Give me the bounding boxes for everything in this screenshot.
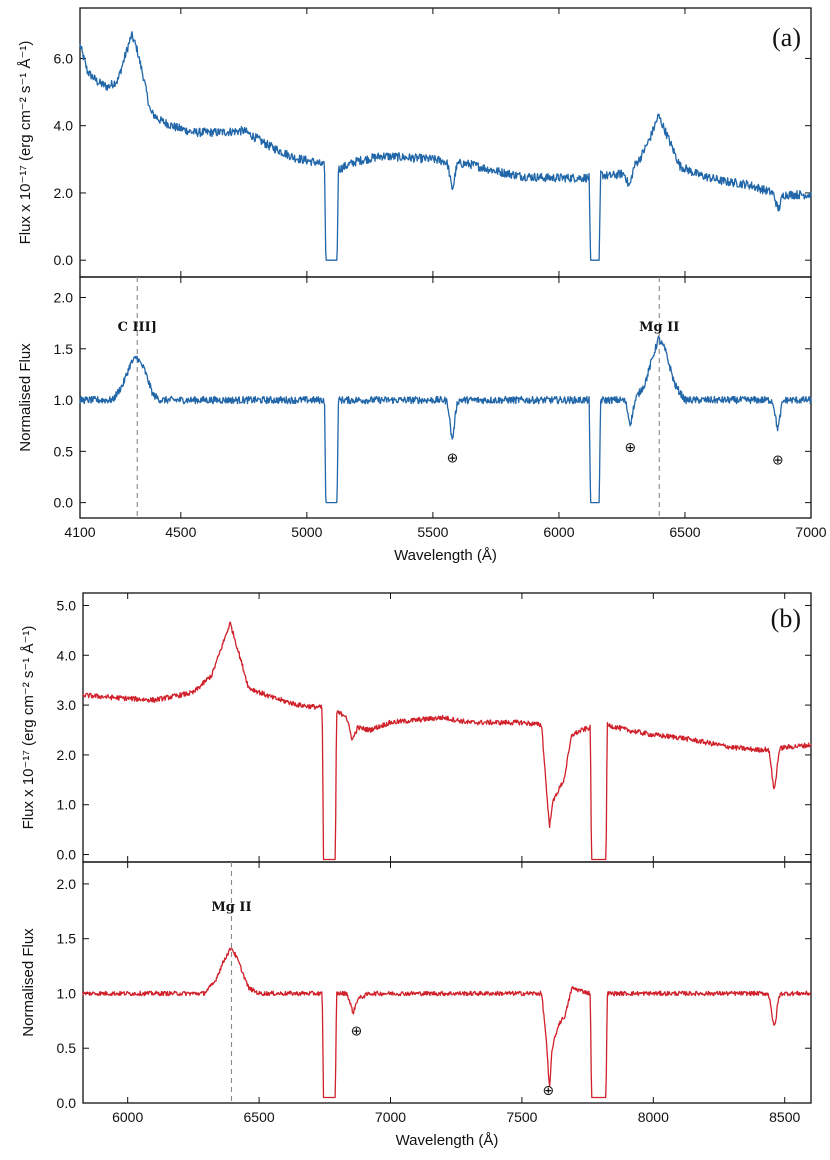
- y-tick-label: 0.0: [54, 252, 74, 268]
- telluric-symbol: ⊕: [542, 1083, 554, 1099]
- y-tick-label: 1.5: [57, 931, 77, 947]
- emission-line-label: C III]: [118, 320, 157, 335]
- x-tick-label: 5000: [291, 524, 322, 540]
- y-axis-label: Flux x 10⁻¹⁷ (erg cm⁻² s⁻¹ Å⁻¹): [20, 626, 37, 830]
- telluric-symbol: ⊕: [772, 453, 784, 469]
- telluric-symbol: ⊕: [350, 1024, 362, 1040]
- subplot-b-normalised: 0.0 0.5 1.0 1.5 2.0 Normalised Flux Mg II ⊕ ⊕: [20, 861, 812, 1111]
- y-tick-label: 0.0: [54, 495, 74, 511]
- x-tick-label: 6000: [112, 1109, 143, 1125]
- emission-line-label: Mg II: [639, 320, 679, 335]
- x-tick-label: 4100: [64, 524, 95, 540]
- panel-b: 0.0 1.0 2.0 3.0 4.0 5.0 Flux x 10⁻¹⁷ (erg cm⁻²…: [20, 592, 812, 1149]
- x-tick-label: 7500: [506, 1109, 537, 1125]
- y-tick-label: 1.5: [54, 341, 74, 357]
- x-tick-label: 8000: [638, 1109, 669, 1125]
- plot-frame: [82, 592, 812, 863]
- x-tick-label: 6000: [543, 524, 574, 540]
- y-tick-label: 2.0: [54, 290, 74, 306]
- y-axis-label: Normalised Flux: [17, 343, 34, 452]
- x-tick-label: 5500: [417, 524, 448, 540]
- x-tick-label: 8500: [769, 1109, 800, 1125]
- y-axis-label: Normalised Flux: [20, 928, 37, 1037]
- y-tick-label: 4.0: [54, 118, 74, 134]
- y-tick-label: 3.0: [57, 697, 77, 713]
- panel-label: (b): [771, 604, 801, 633]
- y-tick-label: 2.0: [54, 185, 74, 201]
- spectrum-line-b-flux: [82, 621, 812, 861]
- emission-line-label: Mg II: [211, 900, 251, 915]
- spectrum-line-b-normalised: [82, 947, 812, 1099]
- y-tick-label: 2.0: [57, 876, 77, 892]
- subplot-a-flux: 0.0 2.0 4.0 6.0 Flux x 10⁻¹⁷ (erg cm⁻² s⁻¹ Å…: [17, 7, 812, 278]
- telluric-symbol: ⊕: [446, 450, 458, 466]
- y-tick-label: 0.5: [54, 443, 74, 459]
- y-tick-label: 0.0: [57, 847, 77, 863]
- x-tick-label: 6500: [669, 524, 700, 540]
- spectrum-line-a-normalised: [79, 335, 812, 504]
- subplot-a-normalised: 0.0 0.5 1.0 1.5 2.0 Normalised Flux C III] Mg I…: [17, 276, 812, 519]
- y-tick-label: 5.0: [57, 597, 77, 613]
- y-tick-label: 1.0: [57, 797, 77, 813]
- plot-frame: [79, 7, 812, 278]
- y-tick-label: 0.5: [57, 1040, 77, 1056]
- panel-a: 0.0 2.0 4.0 6.0 Flux x 10⁻¹⁷ (erg cm⁻² s⁻¹ Å…: [17, 7, 827, 564]
- y-tick-label: 2.0: [57, 747, 77, 763]
- y-tick-label: 6.0: [54, 50, 74, 66]
- x-tick-label: 7000: [375, 1109, 406, 1125]
- plot-frame: [82, 861, 812, 1104]
- panel-label: (a): [772, 23, 801, 52]
- subplot-b-flux: 0.0 1.0 2.0 3.0 4.0 5.0 Flux x 10⁻¹⁷ (erg cm⁻²…: [20, 592, 812, 863]
- x-axis-label: Wavelength (Å): [394, 547, 497, 564]
- y-axis-label: Flux x 10⁻¹⁷ (erg cm⁻² s⁻¹ Å⁻¹): [17, 41, 34, 245]
- y-tick-label: 0.0: [57, 1095, 77, 1111]
- x-tick-label: 6500: [244, 1109, 275, 1125]
- x-tick-label: 7000: [795, 524, 826, 540]
- x-axis-label: Wavelength (Å): [396, 1132, 499, 1149]
- telluric-symbol: ⊕: [624, 440, 636, 456]
- x-tick-label: 4500: [165, 524, 196, 540]
- y-tick-label: 1.0: [57, 985, 77, 1001]
- spectrum-line-a-flux: [79, 31, 812, 261]
- y-tick-label: 1.0: [54, 392, 74, 408]
- y-tick-label: 4.0: [57, 647, 77, 663]
